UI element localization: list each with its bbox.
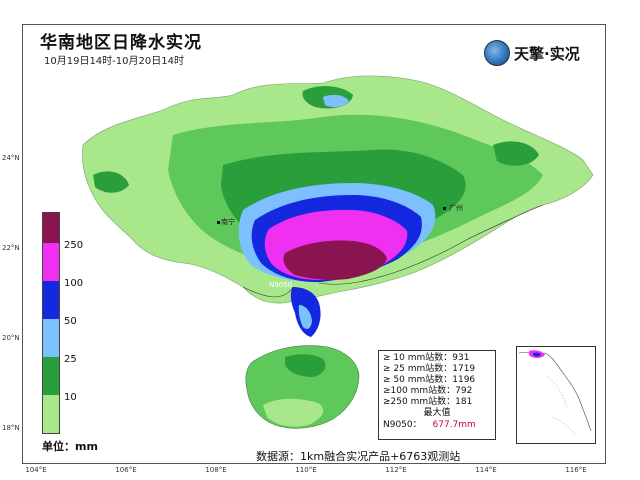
lat-label-18: 18°N [2, 424, 20, 432]
hainan-dark [285, 354, 326, 377]
legend-label-100: 100 [64, 278, 84, 289]
city-label-nanning: 南宁 [221, 218, 235, 226]
legend-band-100 [43, 281, 59, 319]
precipitation-map [82, 75, 594, 429]
lon-label-108: 108°E [205, 466, 227, 474]
city-label-guangzhou: 广州 [449, 204, 463, 212]
leizhou-inner [298, 305, 312, 329]
brand-text: 天擎·实况 [514, 44, 580, 63]
lon-label-106: 106°E [115, 466, 137, 474]
data-source-footer: 数据源：1km融合实况产品+6763观测站 [256, 450, 461, 463]
lat-label-20: 20°N [2, 334, 20, 342]
stat-max-row: N9050： 677.7mm [383, 419, 491, 431]
map-frame: 南宁 广州 N9050 [22, 24, 606, 464]
city-label-max-station: N9050 [269, 281, 293, 289]
inset-islands [546, 376, 576, 436]
stat-row-25: ≥ 25 mm站数：1719 [383, 364, 476, 374]
coastline [242, 204, 544, 298]
lon-label-112: 112°E [385, 466, 407, 474]
brand: 天擎·实况 [484, 40, 580, 66]
legend-band-250 [43, 243, 59, 281]
stat-row-250: ≥250 mm站数：181 [383, 397, 473, 407]
legend-band-50 [43, 319, 59, 357]
inset-rain-core [533, 352, 541, 357]
stat-row-10: ≥ 10 mm站数：931 [383, 353, 470, 363]
stat-max-label: 最大值 [423, 408, 451, 418]
legend-label-25: 25 [64, 354, 77, 365]
brand-logo-icon [484, 40, 510, 66]
west-patch [93, 171, 129, 193]
lon-label-116: 116°E [565, 466, 587, 474]
stat-max-value: 677.7mm [432, 420, 476, 430]
stat-row-50: ≥ 50 mm站数：1196 [383, 375, 476, 385]
lat-label-22: 22°N [2, 244, 20, 252]
lon-label-114: 114°E [475, 466, 497, 474]
inset-coast [518, 352, 592, 432]
legend-label-10: 10 [64, 392, 77, 403]
map-title: 华南地区日降水实况 [40, 33, 202, 53]
east-patch [493, 141, 539, 166]
rain-gt250mm [283, 240, 387, 280]
stat-max-station: N9050： [383, 420, 422, 430]
legend-colorbar [42, 212, 60, 434]
stat-row-100: ≥100 mm站数：792 [383, 386, 473, 396]
station-stats-box: ≥ 10 mm站数：931 ≥ 25 mm站数：1719 ≥ 50 mm站数：1… [378, 350, 496, 440]
lon-label-104: 104°E [25, 466, 47, 474]
city-marker-guangzhou [443, 207, 446, 210]
lat-label-24: 24°N [2, 154, 20, 162]
lon-label-110: 110°E [295, 466, 317, 474]
legend-unit: 单位：mm [42, 440, 98, 453]
map-subtitle: 10月19日14时-10月20日14时 [44, 56, 184, 67]
legend-label-50: 50 [64, 316, 77, 327]
legend-band-25 [43, 357, 59, 395]
hainan-light [263, 398, 324, 427]
city-marker-nanning [217, 221, 220, 224]
legend-band-10 [43, 395, 59, 433]
inset-map [516, 346, 596, 444]
north-patch-2 [323, 94, 349, 108]
legend-band-gt250 [43, 213, 59, 243]
legend-label-250: 250 [64, 240, 84, 251]
inset-map-drawing [518, 350, 592, 436]
